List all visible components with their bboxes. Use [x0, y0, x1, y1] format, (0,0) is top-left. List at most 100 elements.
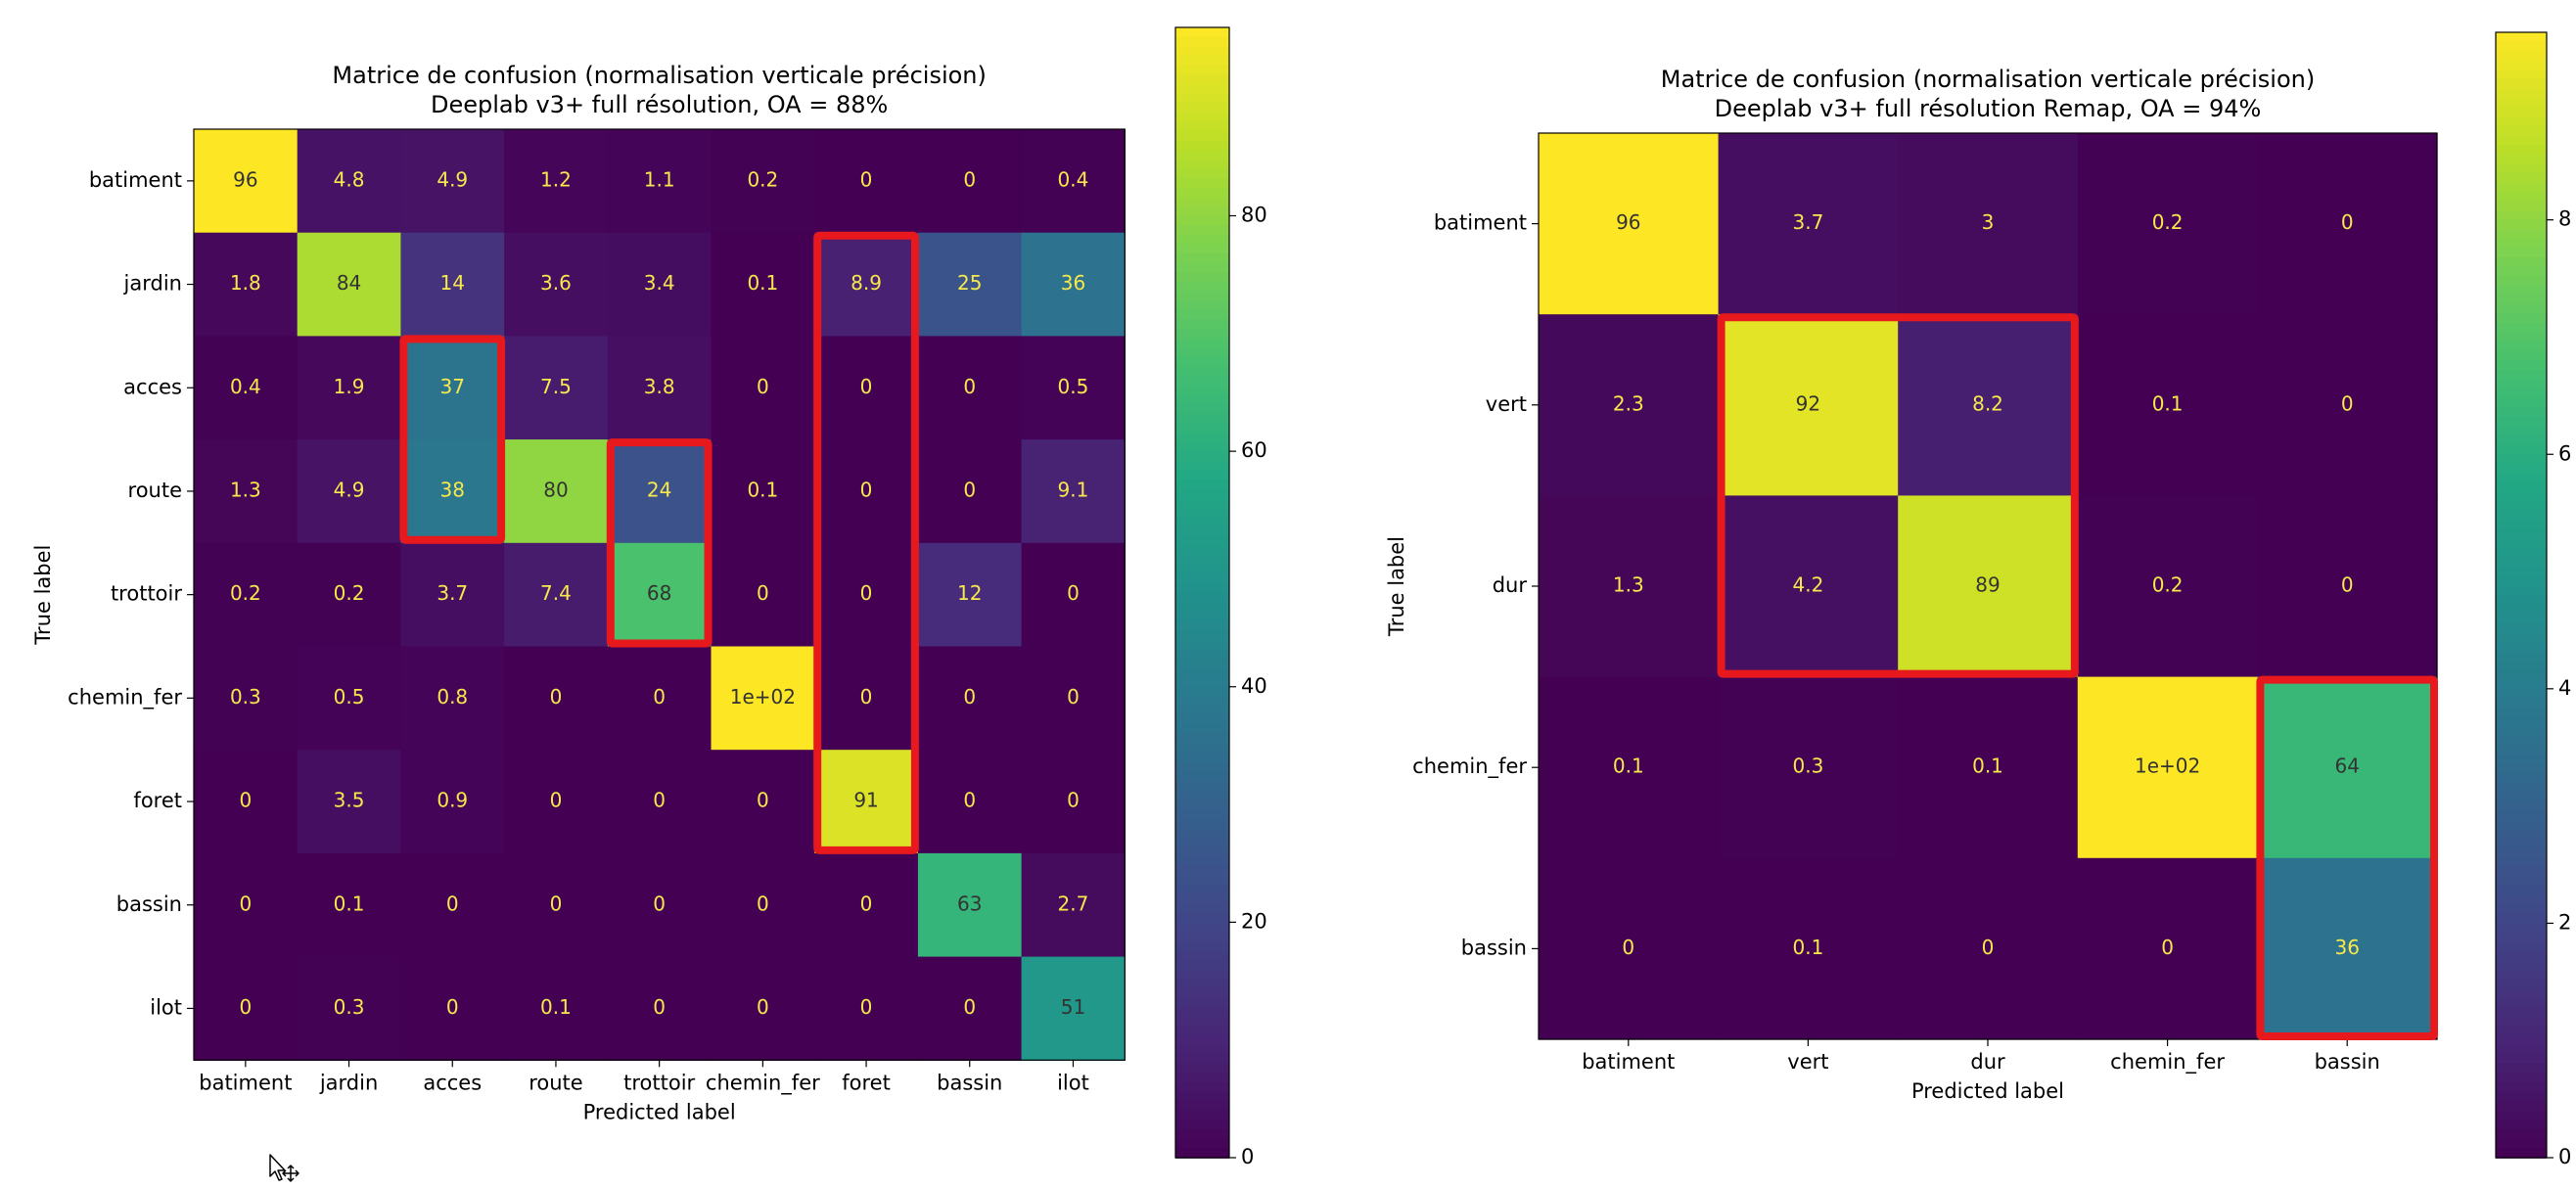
cell-value-label: 0	[757, 995, 769, 1019]
cell-value-label: 0	[1622, 936, 1634, 959]
colorbar-segment	[1175, 819, 1229, 829]
colorbar-segment	[1175, 244, 1229, 253]
colorbar-segment	[1175, 1082, 1229, 1092]
cell-value-label: 0.1	[1613, 755, 1644, 778]
cell-value-label: 0	[653, 892, 666, 915]
colorbar-segment	[1175, 791, 1229, 800]
colorbar-segment	[2496, 145, 2547, 155]
cell-value-label: 91	[853, 789, 878, 812]
colorbar-segment	[1175, 141, 1229, 151]
y-tick-label: chemin_fer	[1412, 755, 1527, 779]
colorbar-segment	[2496, 69, 2547, 79]
colorbar-segment	[2496, 848, 2547, 858]
colorbar-segment	[1175, 394, 1229, 404]
colorbar-tick-label: 0	[1241, 1145, 1254, 1168]
colorbar-segment	[2496, 89, 2547, 99]
colorbar-segment	[1175, 894, 1229, 904]
y-tick-label: jardin	[123, 272, 182, 296]
cell-value-label: 3.7	[1792, 210, 1823, 234]
cell-value-label: 0	[963, 685, 976, 709]
cell-value-label: 0.2	[2152, 573, 2184, 597]
colorbar-segment	[2496, 464, 2547, 474]
colorbar-segment	[2496, 304, 2547, 314]
cell-value-label: 37	[440, 375, 465, 398]
colorbar-segment	[2496, 51, 2547, 61]
colorbar-segment	[2496, 567, 2547, 576]
cell-value-label: 3.8	[644, 375, 675, 398]
colorbar-segment	[1175, 480, 1229, 489]
colorbar-segment	[2496, 717, 2547, 727]
colorbar-segment	[2496, 820, 2547, 830]
cell-value-label: 3	[1982, 210, 1995, 234]
colorbar-segment	[1175, 715, 1229, 725]
cell-value-label: 0	[653, 995, 666, 1019]
colorbar-segment	[2496, 520, 2547, 529]
colorbar-segment	[2496, 163, 2547, 173]
colorbar-segment	[2496, 173, 2547, 183]
colorbar-segment	[2496, 914, 2547, 924]
cell-value-label: 1e+02	[2135, 755, 2200, 778]
cell-value-label: 0	[239, 892, 252, 915]
colorbar-segment	[1175, 1017, 1229, 1027]
cell-value-label: 7.4	[540, 581, 572, 605]
colorbar-segment	[2496, 904, 2547, 914]
cell-value-label: 0	[1067, 581, 1080, 605]
colorbar-tick-label: 80	[1241, 204, 1267, 227]
colorbar-tick-label: 6	[2558, 441, 2571, 465]
cell-value-label: 24	[647, 478, 671, 501]
colorbar-segment	[1175, 932, 1229, 941]
colorbar-segment	[1175, 649, 1229, 659]
cell-value-label: 0	[446, 892, 459, 915]
colorbar-segment	[1175, 1129, 1229, 1139]
cell-value-label: 0.1	[1972, 755, 2003, 778]
cell-value-label: 1.8	[230, 271, 261, 295]
cell-value-label: 0	[653, 685, 666, 709]
colorbar-segment	[2496, 698, 2547, 708]
colorbar-segment	[2496, 773, 2547, 783]
cell-value-label: 0.4	[1058, 167, 1089, 191]
cell-value-label: 0	[2341, 573, 2354, 597]
cell-value-label: 36	[2334, 936, 2359, 959]
cell-value-label: 0	[1067, 685, 1080, 709]
colorbar-segment	[2496, 830, 2547, 840]
x-tick-label: jardin	[319, 1071, 378, 1094]
colorbar-segment	[2496, 220, 2547, 230]
colorbar-segment	[2496, 108, 2547, 117]
colorbar-segment	[2496, 801, 2547, 811]
colorbar-segment	[2496, 1120, 2547, 1130]
colorbar-segment	[2496, 511, 2547, 521]
colorbar-segment	[2496, 1035, 2547, 1045]
colorbar-segment	[2496, 135, 2547, 145]
colorbar-segment	[2496, 1064, 2547, 1074]
colorbar-segment	[2496, 980, 2547, 989]
cell-value-label: 0	[963, 478, 976, 501]
y-tick-label: ilot	[150, 995, 182, 1019]
colorbar-segment	[1175, 386, 1229, 395]
colorbar-tick-label: 8	[2558, 207, 2571, 231]
colorbar-segment	[1175, 1148, 1229, 1158]
colorbar-segment	[2496, 61, 2547, 70]
colorbar-segment	[2496, 576, 2547, 586]
cell-value-label: 0	[2341, 210, 2354, 234]
colorbar-segment	[2496, 679, 2547, 689]
colorbar-segment	[2496, 116, 2547, 126]
colorbar-segment	[1175, 724, 1229, 734]
colorbar-segment	[2496, 473, 2547, 482]
colorbar-segment	[2496, 886, 2547, 895]
colorbar-segment	[1175, 781, 1229, 791]
colorbar-segment	[2496, 370, 2547, 380]
colorbar-segment	[1175, 960, 1229, 970]
colorbar-segment	[2496, 1092, 2547, 1102]
colorbar-segment	[2496, 126, 2547, 136]
colorbar-segment	[1175, 160, 1229, 169]
x-tick-label: bassin	[937, 1071, 1002, 1094]
colorbar-segment	[2496, 398, 2547, 408]
colorbar-segment	[1175, 253, 1229, 263]
cell-value-label: 3.4	[644, 271, 675, 295]
colorbar-segment	[1175, 744, 1229, 754]
colorbar-segment	[1175, 357, 1229, 367]
cell-value-label: 4.8	[334, 167, 365, 191]
cell-value-label: 0	[446, 995, 459, 1019]
cell-value-label: 0	[963, 167, 976, 191]
colorbar-segment	[1175, 27, 1229, 37]
